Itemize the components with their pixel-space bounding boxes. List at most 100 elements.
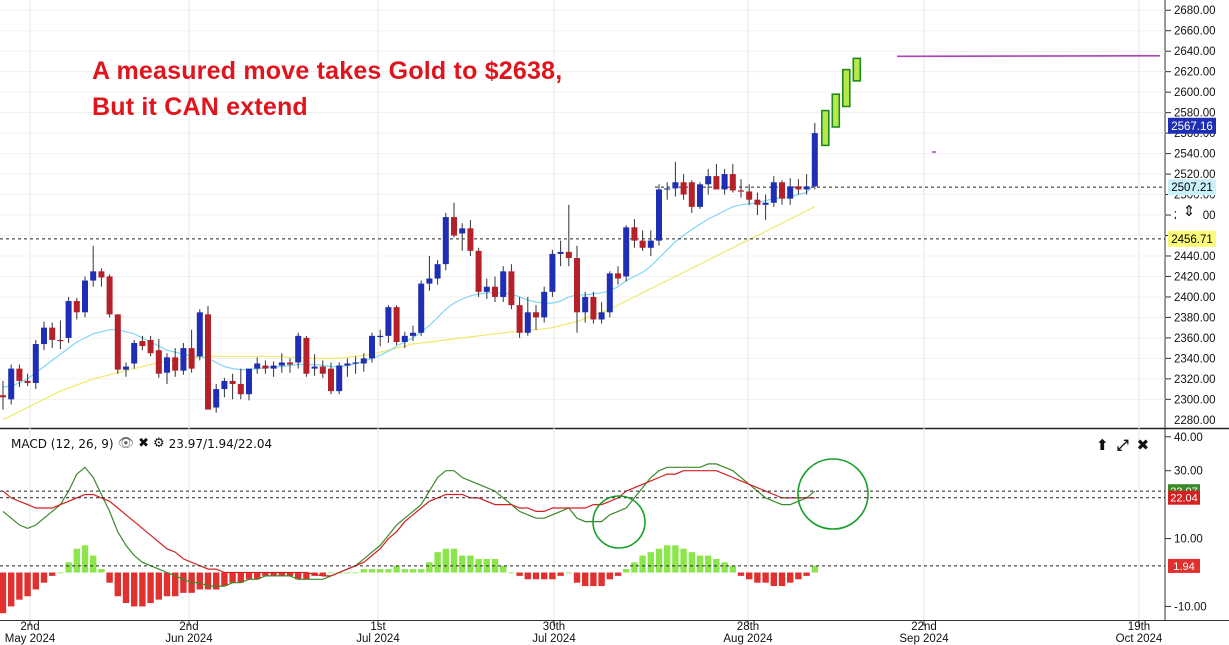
candle-body xyxy=(180,348,187,371)
candle-body xyxy=(631,227,638,241)
macd-histogram-bar xyxy=(106,572,113,583)
scale-handle[interactable]: ⇕ xyxy=(1176,199,1202,221)
macd-histogram-bar xyxy=(73,548,80,573)
candle-body xyxy=(729,174,736,191)
candle-body xyxy=(377,335,384,338)
candle-body xyxy=(344,363,351,366)
projection-box xyxy=(831,93,841,128)
candle-body xyxy=(811,133,818,187)
candle-body xyxy=(623,227,630,277)
candle-body xyxy=(295,335,302,363)
candle-body xyxy=(606,273,613,313)
macd-histogram-bar xyxy=(360,569,367,573)
time-tick-day: 30th xyxy=(543,621,565,633)
candle-body xyxy=(303,337,310,374)
eye-icon[interactable]: 👁 xyxy=(117,436,135,451)
macd-histogram-bar xyxy=(131,572,138,607)
candle-body xyxy=(672,182,679,189)
candle-body xyxy=(336,365,343,392)
macd-histogram-bar xyxy=(672,545,679,573)
macd-histogram-bar xyxy=(221,572,228,587)
macd-histogram-bar xyxy=(573,572,581,583)
macd-histogram-bar xyxy=(746,572,753,580)
candle-body xyxy=(328,368,334,392)
macd-histogram-bar xyxy=(286,572,294,576)
candle-body xyxy=(114,314,121,370)
macd-tick-label: 10.00 xyxy=(1174,534,1203,546)
price-tick-label: 2300.00 xyxy=(1174,394,1216,406)
macd-histogram-bar xyxy=(295,572,302,580)
annotation-line-1: A measured move takes Gold to $2638, xyxy=(92,57,563,85)
price-tick-label: 2340.00 xyxy=(1174,353,1216,365)
macd-histogram-bar xyxy=(278,572,285,576)
candle-body xyxy=(713,176,720,190)
candle-body xyxy=(147,339,154,354)
macd-histogram-bar xyxy=(303,572,310,580)
macd-histogram-bar xyxy=(442,548,449,573)
macd-histogram-bar xyxy=(532,572,540,580)
macd-histogram-bar xyxy=(811,565,818,573)
projection-box xyxy=(841,68,851,108)
grid-lines xyxy=(0,0,1165,620)
projection-box xyxy=(852,57,862,82)
candle-body xyxy=(492,286,498,297)
macd-histogram-bar xyxy=(614,572,622,576)
projection-box xyxy=(820,109,830,147)
candle-body xyxy=(98,271,105,278)
candle-body xyxy=(516,305,523,333)
macd-histogram-bar xyxy=(434,552,441,573)
price-tick-label: 2380.00 xyxy=(1174,312,1216,324)
macd-histogram-bar xyxy=(409,569,417,573)
scale-handle-icon[interactable]: ⇕ xyxy=(1183,203,1196,220)
close-icon[interactable]: ✖ xyxy=(1136,436,1150,454)
candle-body xyxy=(795,186,802,190)
macd-histogram-bar xyxy=(418,569,425,573)
macd-histogram-bar xyxy=(500,565,507,573)
macd-crossover-circle-2 xyxy=(797,458,869,530)
macd-histogram-bar xyxy=(688,552,695,573)
macd-histogram-bar xyxy=(172,572,179,597)
candle-body xyxy=(131,343,138,364)
macd-histogram-bar xyxy=(582,572,589,587)
expand-icon[interactable]: ⤢ xyxy=(1116,436,1129,454)
candle-body xyxy=(565,251,572,259)
macd-histogram-bar xyxy=(524,572,531,580)
price-value-badge-text: 2567.16 xyxy=(1171,121,1213,133)
candle-body xyxy=(541,291,548,318)
arrow-up-icon[interactable]: ⬆ xyxy=(1096,436,1109,454)
macd-histogram-bar xyxy=(639,555,646,573)
time-tick-month: Jun 2024 xyxy=(165,633,213,645)
price-axis[interactable]: 2300.00 2320.00 2340.00 2360.00 2380.00 2400.… xyxy=(1165,5,1216,613)
macd-histogram-bar xyxy=(754,572,761,583)
candle-body xyxy=(16,368,23,381)
macd-histogram-bar xyxy=(565,572,572,574)
candle-body xyxy=(434,264,441,279)
candle-body xyxy=(196,312,203,357)
candle-body xyxy=(574,258,580,313)
macd-value-badge-text: 22.04 xyxy=(1170,493,1198,505)
candle-body xyxy=(213,389,220,408)
macd-crossover-circle-1 xyxy=(592,495,646,549)
candlesticks xyxy=(0,122,818,413)
candle-body xyxy=(401,335,408,342)
macd-histogram-bar xyxy=(344,572,351,574)
close-icon[interactable]: ✖ xyxy=(138,436,150,451)
candle-body xyxy=(352,362,359,364)
candle-body xyxy=(459,228,466,234)
price-tick-label: 2520.00 xyxy=(1174,169,1216,181)
gear-icon[interactable]: ⚙ xyxy=(153,436,165,451)
candle-body xyxy=(262,365,269,369)
candle-body xyxy=(664,188,671,190)
price-value-badge xyxy=(1168,179,1216,196)
macd-histogram-bar xyxy=(16,572,23,600)
candle-body xyxy=(393,307,400,342)
candle-body xyxy=(738,190,744,192)
candle-body xyxy=(656,189,662,241)
time-tick-day: 2nd xyxy=(20,621,39,633)
dashed-levels xyxy=(0,55,1165,240)
candle-body xyxy=(426,278,433,284)
candle-body xyxy=(475,250,482,292)
